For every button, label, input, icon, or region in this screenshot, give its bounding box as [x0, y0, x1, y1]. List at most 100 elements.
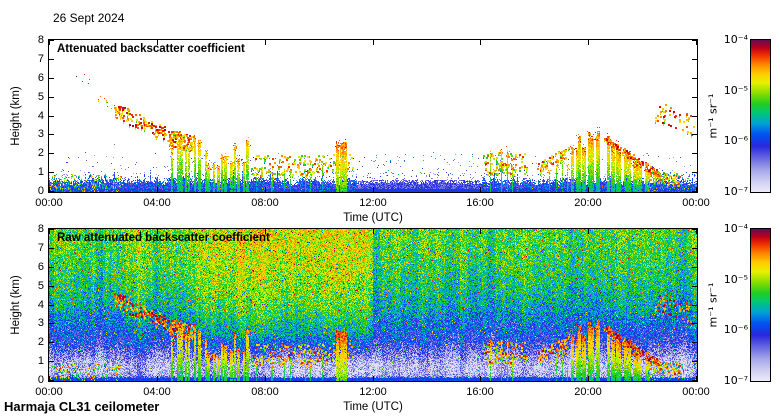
- y-axis-tick: [49, 248, 54, 249]
- y-tick-label: 8: [37, 223, 44, 235]
- x-tick-label: 00:00: [35, 197, 63, 209]
- x-axis-tick: [696, 229, 697, 234]
- y-axis-tick: [49, 267, 54, 268]
- y-axis-tick: [49, 172, 54, 173]
- y-axis-tick: [49, 191, 54, 192]
- y-tick-label: 4: [37, 110, 44, 122]
- x-axis-tick: [157, 187, 158, 192]
- y-tick-label: 7: [37, 53, 44, 65]
- y-axis-tick: [692, 380, 697, 381]
- x-axis-label-bottom: Time (UTC): [343, 401, 403, 413]
- y-tick-label: 8: [37, 34, 44, 46]
- colorbar-gradient-bottom: [751, 229, 770, 381]
- y-tick-label: 7: [37, 242, 44, 254]
- x-axis-tick: [588, 40, 589, 45]
- x-axis-tick: [49, 376, 50, 381]
- y-axis-tick: [49, 59, 54, 60]
- y-axis-tick: [692, 116, 697, 117]
- colorbar-gradient-top: [751, 40, 770, 192]
- x-axis-tick: [588, 187, 589, 192]
- y-axis-tick: [49, 342, 54, 343]
- x-tick-label: 00:00: [682, 197, 710, 209]
- x-axis-tick: [588, 229, 589, 234]
- y-tick-label: 3: [37, 317, 44, 329]
- y-axis-tick: [49, 97, 54, 98]
- y-tick-label: 2: [37, 336, 44, 348]
- panel-title-raw: Raw attenuated backscatter coefficient: [57, 232, 270, 244]
- x-axis-tick: [157, 376, 158, 381]
- y-axis-tick: [692, 134, 697, 135]
- colorbar-tick-label: 10⁻⁶: [723, 323, 748, 336]
- x-axis-label-top: Time (UTC): [343, 212, 403, 224]
- y-tick-label: 0: [37, 185, 44, 197]
- x-axis-tick: [265, 376, 266, 381]
- y-axis-tick: [692, 361, 697, 362]
- x-axis-tick: [588, 376, 589, 381]
- y-axis-tick: [49, 380, 54, 381]
- y-axis-tick: [49, 361, 54, 362]
- y-tick-label: 1: [37, 166, 44, 178]
- x-tick-label: 00:00: [35, 386, 63, 398]
- colorbar-tick-label: 10⁻⁶: [723, 134, 748, 147]
- x-tick-label: 20:00: [574, 386, 602, 398]
- x-tick-label: 16:00: [466, 197, 494, 209]
- y-axis-tick: [49, 78, 54, 79]
- colorbar-tick-label: 10⁻⁵: [723, 84, 748, 97]
- y-axis-tick: [49, 305, 54, 306]
- x-axis-tick: [265, 187, 266, 192]
- y-axis-tick: [692, 78, 697, 79]
- colorbar-tick-label: 10⁻⁷: [723, 374, 748, 387]
- y-axis-tick: [49, 153, 54, 154]
- y-axis-tick: [692, 305, 697, 306]
- colorbar-tick-label: 10⁻⁵: [723, 273, 748, 286]
- x-axis-tick: [157, 40, 158, 45]
- processed-backscatter-heatmap: [49, 40, 697, 192]
- x-tick-label: 20:00: [574, 197, 602, 209]
- x-tick-label: 04:00: [143, 386, 171, 398]
- colorbar-tick-label: 10⁻⁷: [723, 185, 748, 198]
- y-axis-tick: [692, 191, 697, 192]
- panel-title-processed: Attenuated backscatter coefficient: [57, 43, 245, 55]
- y-axis-tick: [49, 40, 54, 41]
- y-axis-tick: [692, 40, 697, 41]
- x-axis-tick: [480, 376, 481, 381]
- x-axis-tick: [696, 376, 697, 381]
- y-tick-label: 6: [37, 261, 44, 273]
- y-tick-label: 1: [37, 355, 44, 367]
- colorbar-tick-label: 10⁻⁴: [723, 222, 748, 235]
- x-axis-tick: [373, 187, 374, 192]
- y-axis-tick: [692, 342, 697, 343]
- x-axis-tick: [49, 229, 50, 234]
- raw-backscatter-heatmap: [49, 229, 697, 381]
- x-axis-tick: [265, 40, 266, 45]
- colorbar-unit-label: m⁻¹ sr⁻¹: [706, 93, 720, 139]
- x-tick-label: 08:00: [251, 386, 279, 398]
- y-tick-label: 3: [37, 128, 44, 140]
- x-axis-tick: [696, 187, 697, 192]
- colorbar-tick-label: 10⁻⁴: [723, 33, 748, 46]
- x-axis-tick: [373, 229, 374, 234]
- y-axis-tick: [692, 323, 697, 324]
- x-axis-tick: [480, 40, 481, 45]
- y-axis-tick: [692, 97, 697, 98]
- y-tick-label: 2: [37, 147, 44, 159]
- y-axis-tick: [692, 267, 697, 268]
- x-axis-tick: [49, 40, 50, 45]
- y-tick-label: 4: [37, 299, 44, 311]
- x-axis-tick: [696, 40, 697, 45]
- y-axis-tick: [692, 153, 697, 154]
- y-tick-label: 5: [37, 91, 44, 103]
- y-tick-label: 6: [37, 72, 44, 84]
- y-axis-tick: [692, 59, 697, 60]
- y-axis-tick: [692, 172, 697, 173]
- y-axis-tick: [49, 134, 54, 135]
- y-axis-tick: [49, 323, 54, 324]
- y-axis-tick: [692, 229, 697, 230]
- x-axis-tick: [373, 40, 374, 45]
- y-axis-tick: [49, 116, 54, 117]
- y-axis-tick: [692, 286, 697, 287]
- x-axis-tick: [480, 187, 481, 192]
- x-tick-label: 08:00: [251, 197, 279, 209]
- x-axis-tick: [265, 229, 266, 234]
